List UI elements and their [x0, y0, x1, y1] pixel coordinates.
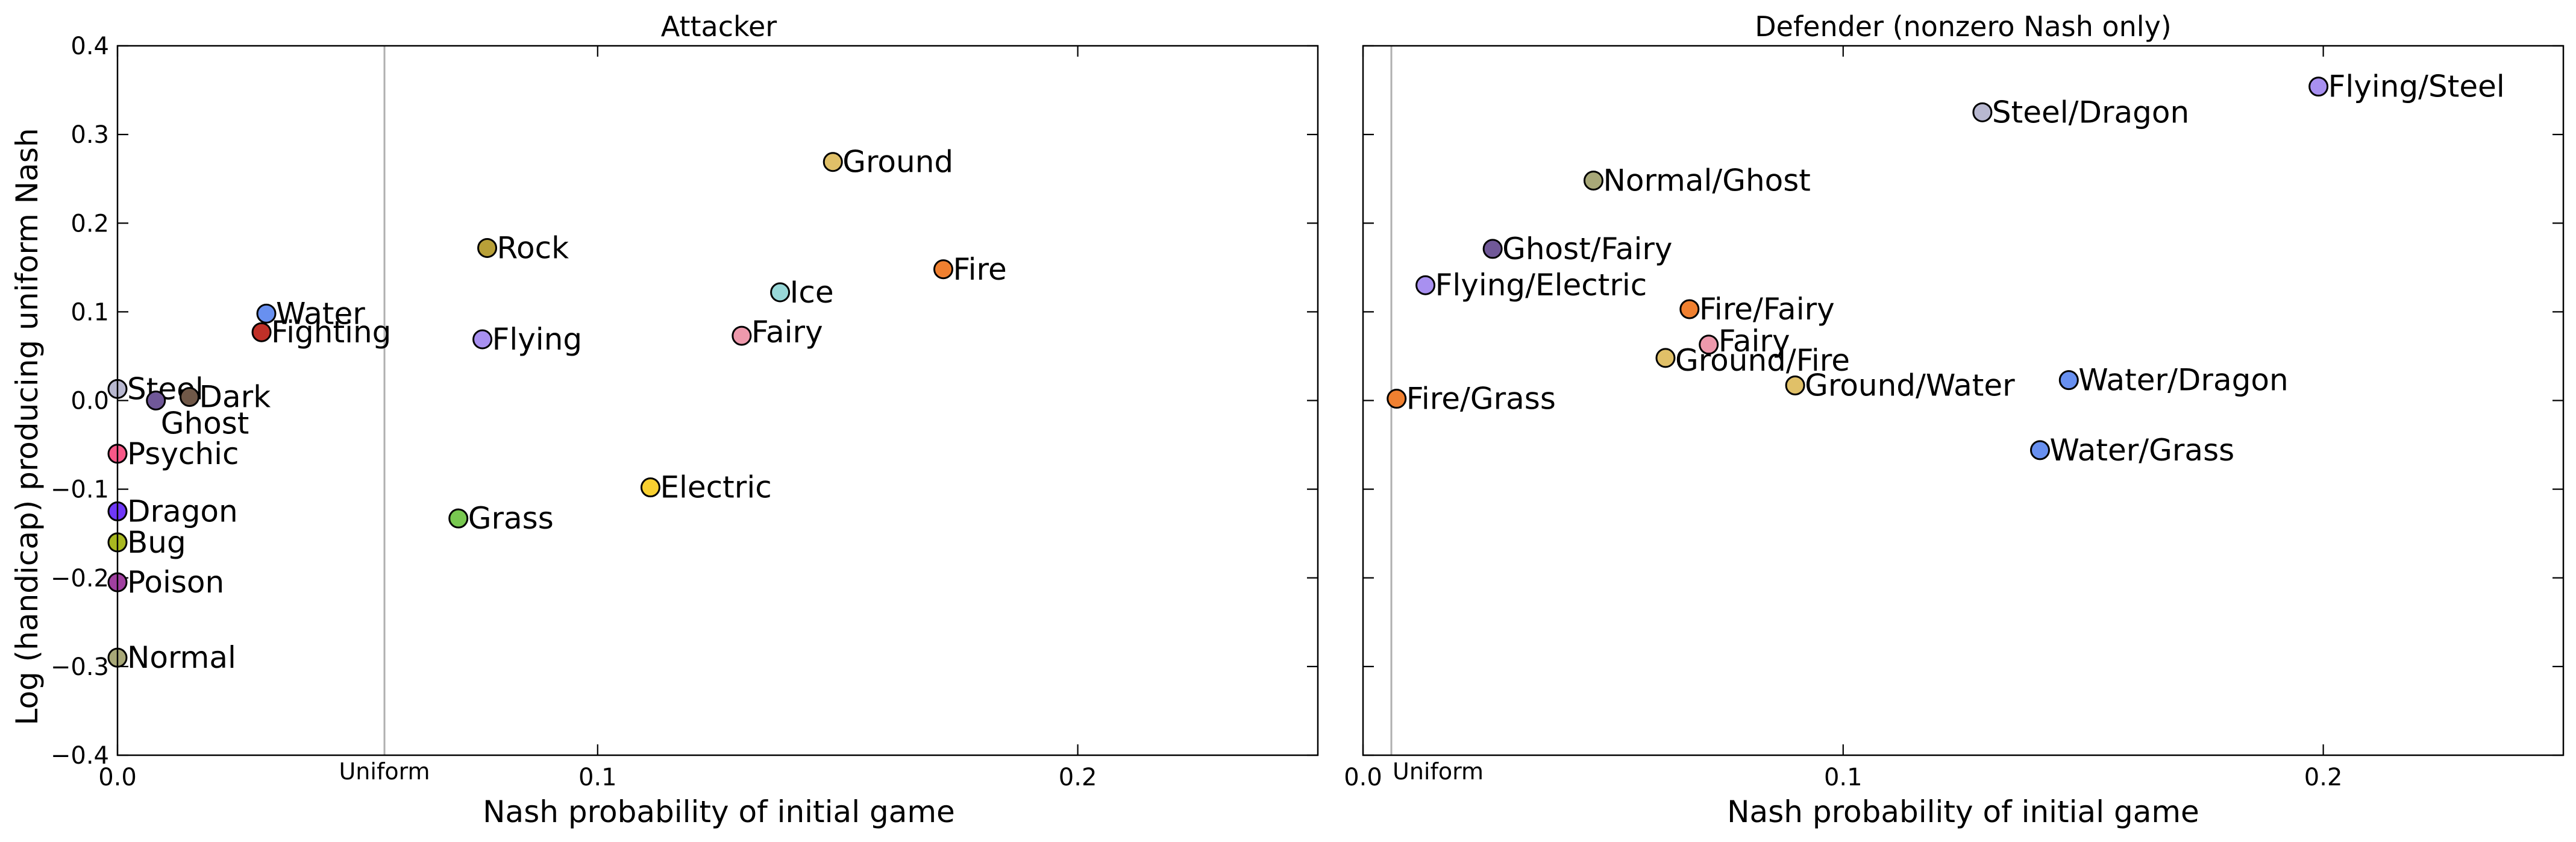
point-label-ground-water: Ground/Water	[1805, 368, 2015, 403]
point-fairy	[732, 325, 752, 346]
defender-x-tick-label: 0.0	[1344, 764, 1382, 791]
point-label-fire-fairy: Fire/Fairy	[1699, 292, 1835, 327]
point-ground-water	[1785, 375, 1805, 395]
point-label-normal-ghost: Normal/Ghost	[1603, 163, 1810, 198]
point-label-flying-electric: Flying/Electric	[1435, 268, 1647, 303]
attacker-x-tick-label: 0.2	[1059, 764, 1097, 791]
point-fire-grass	[1387, 389, 1407, 409]
attacker-uniform-label: Uniform	[339, 758, 430, 785]
point-label-dragon: Dragon	[127, 494, 238, 529]
point-flying-steel	[2308, 77, 2329, 97]
point-fire	[933, 259, 953, 280]
point-label-fighting: Fighting	[271, 315, 391, 350]
point-label-flying: Flying	[492, 322, 583, 357]
attacker-y-tick-label: 0.1	[71, 298, 109, 326]
point-fairy	[1699, 335, 1719, 355]
point-water-grass	[2029, 440, 2050, 460]
attacker-ticks: 0.0 0.1 0.2 −0.4 −0.3 −0.2 −0.1 0.0 0.1 0.2 0.3 0.4	[51, 33, 1318, 791]
y-axis-title: Log (handicap) producing uniform Nash	[10, 128, 45, 725]
defender-plot-frame	[1362, 45, 2565, 756]
point-ground	[823, 152, 843, 172]
point-label-grass: Grass	[468, 501, 554, 536]
point-label-fire-grass: Fire/Grass	[1406, 382, 1556, 416]
attacker-x-tick-label: 0.1	[578, 764, 617, 791]
point-label-water: Water	[276, 296, 365, 331]
point-ice	[770, 282, 791, 303]
attacker-y-tick-label: −0.1	[51, 476, 109, 504]
point-label-water-grass: Water/Grass	[2049, 433, 2234, 468]
attacker-plot-frame	[116, 45, 1319, 756]
point-steel-dragon	[1972, 102, 1993, 122]
point-fire-fairy	[1679, 299, 1700, 319]
defender-uniform-label: Uniform	[1393, 758, 1484, 785]
point-water	[256, 303, 277, 324]
point-label-water-dragon: Water/Dragon	[2078, 363, 2288, 398]
defender-x-axis-title: Nash probability of initial game	[1727, 794, 2199, 829]
attacker-panel-title: Attacker	[661, 10, 777, 43]
point-label-fairy: Fairy	[1719, 324, 1790, 359]
point-label-fire: Fire	[953, 252, 1006, 287]
point-label-dark: Dark	[199, 380, 271, 415]
point-label-psychic: Psychic	[127, 436, 239, 471]
point-label-fairy: Fairy	[751, 315, 823, 350]
attacker-y-tick-label: 0.4	[71, 33, 109, 60]
defender-points: Flying/Steel Steel/Dragon Normal/Ghost Ghos…	[1387, 69, 2505, 468]
point-electric	[640, 477, 660, 498]
point-ghost	[146, 391, 166, 410]
attacker-y-tick-label: 0.3	[71, 121, 109, 149]
point-label-rock: Rock	[497, 230, 569, 265]
defender-x-tick-label: 0.1	[1824, 764, 1863, 791]
attacker-y-tick-label: 0.0	[71, 388, 109, 415]
point-rock	[477, 237, 498, 258]
point-label-ice: Ice	[790, 275, 834, 310]
attacker-x-axis-title: Nash probability of initial game	[483, 794, 955, 829]
defender-panel: Defender (nonzero Nash only) Nash probab…	[1344, 10, 2565, 829]
point-flying	[472, 329, 493, 350]
attacker-reference: Uniform	[339, 46, 430, 785]
point-label-poison: Poison	[127, 565, 224, 600]
point-label-ground-fire: Ground/Fire	[1675, 343, 1850, 378]
point-ghost-fairy	[1482, 239, 1503, 259]
point-label-ghost: Ghost	[161, 406, 249, 441]
attacker-y-tick-label: −0.3	[51, 653, 109, 681]
defender-panel-title: Defender (nonzero Nash only)	[1755, 10, 2172, 43]
point-label-bug: Bug	[127, 525, 186, 560]
point-label-normal: Normal	[127, 640, 236, 675]
point-water-dragon	[2058, 370, 2079, 391]
point-label-electric: Electric	[660, 470, 771, 505]
defender-ticks: 0.0 0.1 0.2	[1344, 45, 2563, 791]
point-grass	[448, 508, 469, 529]
point-label-steel-dragon: Steel/Dragon	[1992, 95, 2189, 130]
attacker-y-tick-label: −0.2	[51, 565, 109, 592]
point-ground-fire	[1655, 348, 1676, 368]
attacker-y-tick-label: 0.2	[71, 210, 109, 237]
point-label-ground: Ground	[842, 145, 953, 180]
point-fighting	[251, 322, 272, 342]
point-normal-ghost	[1583, 171, 1603, 191]
attacker-x-tick-label: 0.0	[98, 764, 137, 791]
defender-x-tick-label: 0.2	[2304, 764, 2343, 791]
attacker-panel: Attacker Nash probability of initial gam…	[10, 10, 1319, 829]
point-dark	[180, 387, 200, 407]
point-flying-electric	[1415, 275, 1436, 295]
point-label-flying-steel: Flying/Steel	[2328, 69, 2505, 104]
attacker-y-tick-label: −0.4	[51, 742, 109, 770]
point-label-ghost-fairy: Ghost/Fairy	[1502, 231, 1672, 266]
